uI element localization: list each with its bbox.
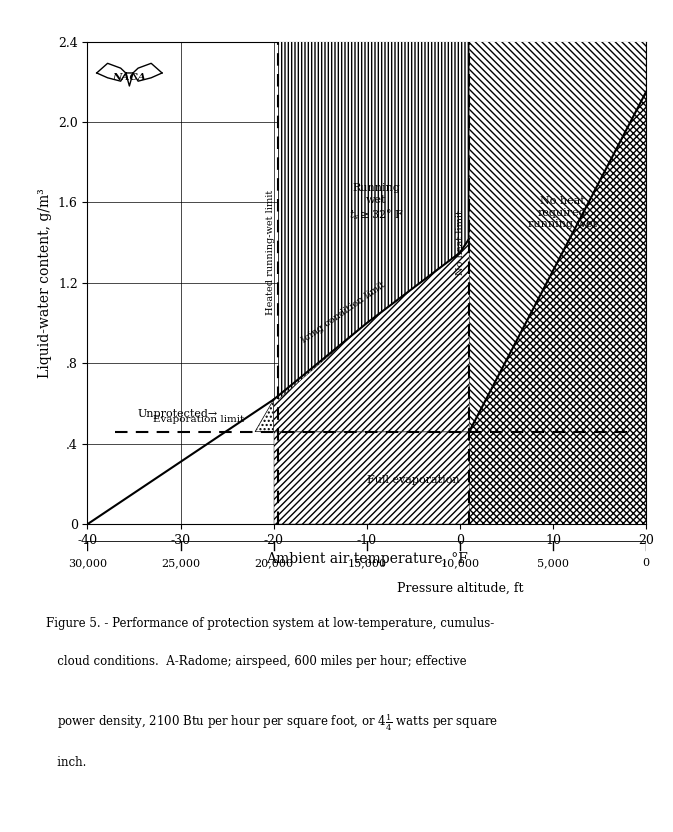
- Text: 0: 0: [643, 558, 649, 568]
- Polygon shape: [279, 42, 469, 399]
- Text: No heat limit: No heat limit: [456, 210, 466, 275]
- Polygon shape: [274, 239, 469, 432]
- Polygon shape: [469, 42, 646, 432]
- Text: inch.: inch.: [46, 756, 86, 770]
- Text: Running
wet
$t_s \geq 32°$ F: Running wet $t_s \geq 32°$ F: [349, 183, 404, 222]
- Text: cloud conditions.  A-Radome; airspeed, 600 miles per hour; effective: cloud conditions. A-Radome; airspeed, 60…: [46, 656, 466, 668]
- Text: 5,000: 5,000: [537, 558, 569, 568]
- X-axis label: Ambient air temperature, °F: Ambient air temperature, °F: [266, 552, 468, 567]
- Text: Figure 5. - Performance of protection system at low-temperature, cumulus-: Figure 5. - Performance of protection sy…: [46, 617, 494, 630]
- Text: 30,000: 30,000: [68, 558, 107, 568]
- Text: Full evaporation: Full evaporation: [367, 475, 460, 485]
- Polygon shape: [469, 92, 646, 524]
- Polygon shape: [255, 399, 274, 432]
- Text: Icing condition limit: Icing condition limit: [300, 280, 387, 345]
- Text: No heat
required
running wet: No heat required running wet: [528, 196, 597, 229]
- Text: 20,000: 20,000: [254, 558, 293, 568]
- Text: 15,000: 15,000: [347, 558, 386, 568]
- Polygon shape: [274, 432, 646, 524]
- Text: 25,000: 25,000: [161, 558, 200, 568]
- Text: power density, 2100 Btu per hour per square foot, or $4\frac{1}{4}$ watts per sq: power density, 2100 Btu per hour per squ…: [46, 711, 498, 733]
- Text: Pressure altitude, ft: Pressure altitude, ft: [396, 582, 523, 595]
- Text: 10,000: 10,000: [440, 558, 479, 568]
- Y-axis label: Liquid-water content, g/m³: Liquid-water content, g/m³: [38, 188, 52, 378]
- Text: Unprotected→: Unprotected→: [137, 409, 218, 418]
- Text: Evaporation limit: Evaporation limit: [153, 414, 244, 423]
- Text: Heated running-wet limit: Heated running-wet limit: [266, 190, 275, 315]
